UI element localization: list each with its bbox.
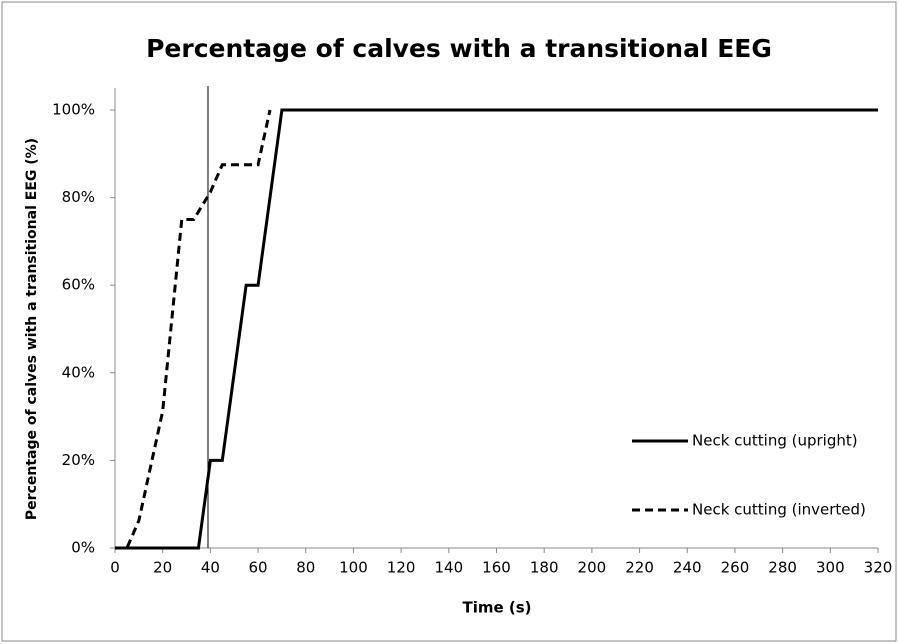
x-tick-label: 40 bbox=[201, 559, 220, 577]
x-tick-label: 0 bbox=[110, 559, 120, 577]
y-tick-label: 20% bbox=[62, 451, 95, 469]
x-tick-label: 120 bbox=[387, 559, 416, 577]
y-tick-label: 100% bbox=[52, 101, 95, 119]
chart-title: Percentage of calves with a transitional… bbox=[146, 34, 772, 63]
line-series bbox=[115, 108, 878, 550]
x-tick-label: 80 bbox=[296, 559, 315, 577]
x-tick-label: 20 bbox=[153, 559, 172, 577]
x-tick-label: 220 bbox=[625, 559, 654, 577]
y-tick-label: 80% bbox=[62, 188, 95, 206]
x-tick-label: 260 bbox=[721, 559, 750, 577]
line-series bbox=[115, 109, 272, 550]
y-axis-label: Percentage of calves with a transitional… bbox=[24, 138, 40, 520]
x-tick-label: 300 bbox=[816, 559, 845, 577]
x-tick-label: 60 bbox=[249, 559, 268, 577]
y-tick-label: 0% bbox=[71, 539, 95, 557]
x-tick-label: 160 bbox=[482, 559, 511, 577]
legend-label: Neck cutting (inverted) bbox=[692, 501, 866, 519]
x-tick-label: 240 bbox=[673, 559, 702, 577]
x-tick-label: 320 bbox=[864, 559, 893, 577]
x-tick-label: 180 bbox=[530, 559, 559, 577]
x-tick-label: 280 bbox=[768, 559, 797, 577]
y-tick-label: 60% bbox=[62, 276, 95, 294]
legend-label: Neck cutting (upright) bbox=[692, 432, 858, 450]
x-tick-label: 100 bbox=[339, 559, 368, 577]
y-tick-label: 40% bbox=[62, 363, 95, 381]
x-axis-label: Time (s) bbox=[462, 599, 531, 617]
x-tick-label: 200 bbox=[578, 559, 607, 577]
x-tick-label: 140 bbox=[434, 559, 463, 577]
